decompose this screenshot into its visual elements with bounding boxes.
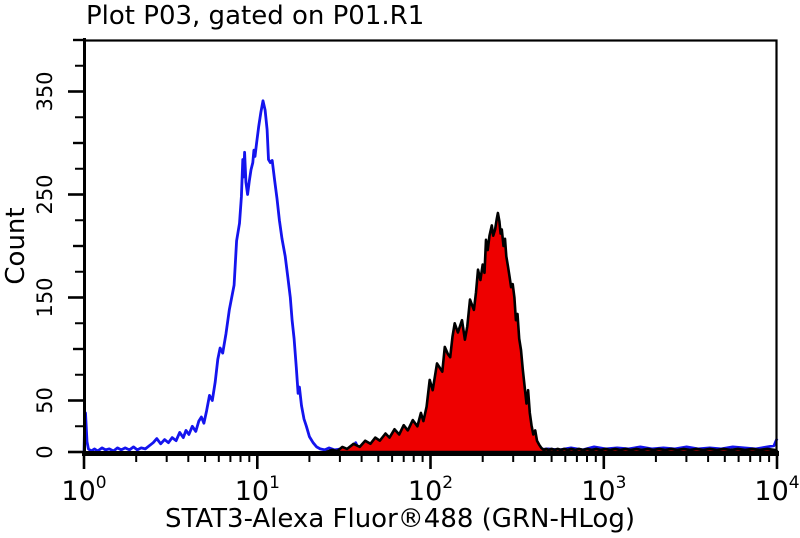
x-tick-label: 101 <box>235 473 280 507</box>
y-axis-ticks: 0 50 150 250 350 <box>33 38 84 459</box>
x-tick-label: 104 <box>754 473 799 507</box>
axes-group <box>82 38 779 456</box>
stat3-filled-red-histogram-path <box>324 211 779 454</box>
x-tick-label: 103 <box>581 473 626 507</box>
x-axis-ticks: 100 101 102 103 104 <box>61 455 800 507</box>
y-tick-label: 50 <box>33 387 57 414</box>
x-tick-label: 102 <box>408 473 453 507</box>
x-axis-title: STAT3-Alexa Fluor®488 (GRN-HLog) <box>165 504 635 534</box>
x-tick-label: 100 <box>61 473 106 507</box>
y-tick-label: 0 <box>33 445 57 458</box>
y-tick-label: 350 <box>33 71 57 111</box>
y-tick-label: 250 <box>33 174 57 214</box>
series-group <box>82 99 779 454</box>
y-tick-label: 150 <box>33 277 57 317</box>
plot-title: Plot P03, gated on P01.R1 <box>86 1 425 31</box>
